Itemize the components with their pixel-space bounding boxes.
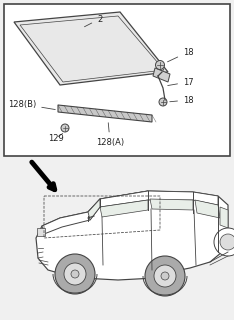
Polygon shape — [195, 200, 220, 218]
Text: 2: 2 — [84, 14, 102, 27]
Text: 18: 18 — [168, 47, 194, 62]
Text: 128(A): 128(A) — [96, 123, 124, 147]
Circle shape — [154, 265, 176, 287]
Polygon shape — [42, 191, 148, 234]
Circle shape — [220, 234, 234, 250]
Polygon shape — [100, 191, 218, 207]
Polygon shape — [220, 207, 228, 228]
Polygon shape — [100, 200, 148, 217]
Circle shape — [145, 256, 185, 296]
Polygon shape — [36, 191, 228, 280]
Circle shape — [64, 263, 86, 285]
Text: 17: 17 — [168, 77, 194, 86]
Circle shape — [156, 60, 165, 69]
Polygon shape — [88, 199, 100, 220]
Polygon shape — [14, 12, 168, 85]
Polygon shape — [153, 68, 170, 82]
Text: 18: 18 — [170, 95, 194, 105]
Bar — [37, 228, 45, 236]
Circle shape — [161, 272, 169, 280]
Polygon shape — [58, 105, 152, 122]
Circle shape — [71, 270, 79, 278]
Bar — [4, 4, 230, 156]
Polygon shape — [150, 199, 193, 210]
Circle shape — [214, 228, 234, 256]
Circle shape — [55, 254, 95, 294]
Text: 128(B): 128(B) — [8, 100, 55, 109]
Circle shape — [61, 124, 69, 132]
Text: 129: 129 — [48, 133, 64, 142]
Circle shape — [159, 98, 167, 106]
